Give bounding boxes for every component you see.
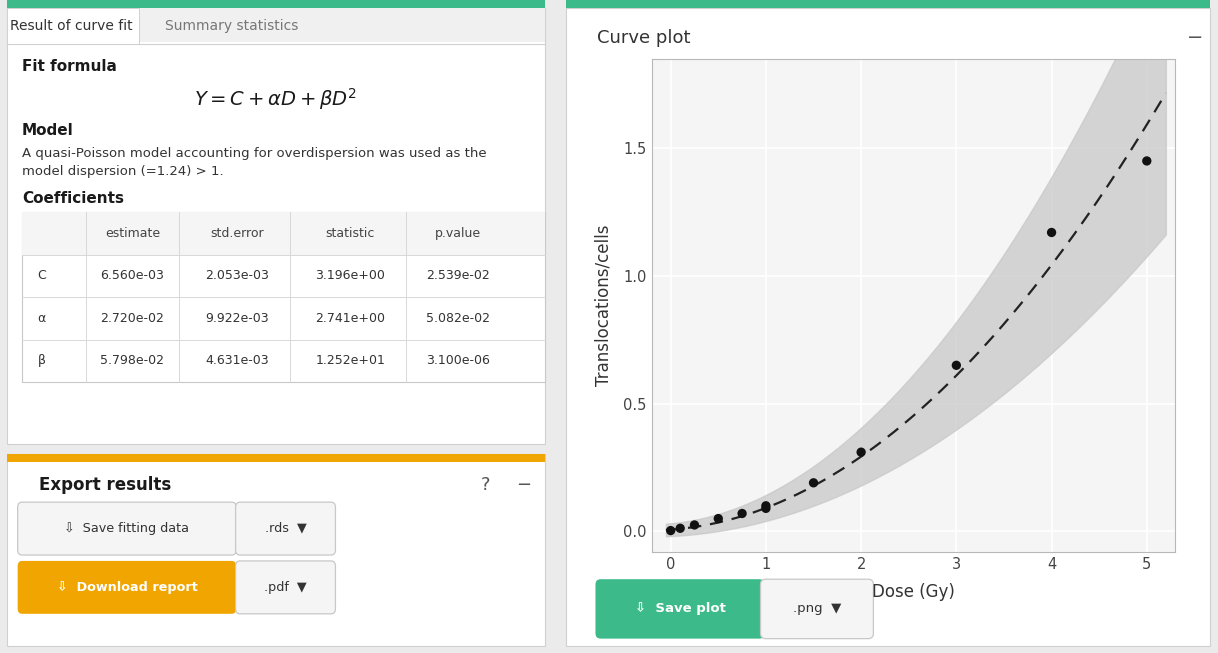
FancyBboxPatch shape <box>17 502 236 555</box>
FancyBboxPatch shape <box>17 561 236 614</box>
FancyBboxPatch shape <box>760 579 873 639</box>
Text: $Y = C + \alpha D + \beta D^2$: $Y = C + \alpha D + \beta D^2$ <box>194 86 358 112</box>
FancyBboxPatch shape <box>6 454 546 646</box>
Text: ⇩  Save plot: ⇩ Save plot <box>635 602 726 615</box>
Text: .pdf  ▼: .pdf ▼ <box>264 581 307 594</box>
Text: C: C <box>37 270 46 282</box>
Text: Curve plot: Curve plot <box>598 29 691 47</box>
Point <box>946 360 966 370</box>
Text: 5.798e-02: 5.798e-02 <box>100 355 164 367</box>
Point <box>804 477 823 488</box>
Point <box>1138 155 1157 166</box>
Text: 5.082e-02: 5.082e-02 <box>426 312 490 325</box>
Point <box>756 501 776 511</box>
Point <box>661 526 681 536</box>
FancyBboxPatch shape <box>6 8 546 42</box>
Text: 3.100e-06: 3.100e-06 <box>426 355 490 367</box>
Text: Summary statistics: Summary statistics <box>166 19 298 33</box>
Text: 2.053e-03: 2.053e-03 <box>206 270 269 282</box>
Text: A quasi-Poisson model accounting for overdispersion was used as the: A quasi-Poisson model accounting for ove… <box>22 147 487 160</box>
Text: −: − <box>1186 28 1203 48</box>
Text: 1.252e+01: 1.252e+01 <box>315 355 385 367</box>
FancyBboxPatch shape <box>6 8 139 44</box>
Text: 3.196e+00: 3.196e+00 <box>315 270 385 282</box>
FancyBboxPatch shape <box>6 8 546 444</box>
Text: p.value: p.value <box>435 227 481 240</box>
FancyBboxPatch shape <box>566 0 1209 8</box>
FancyBboxPatch shape <box>6 454 546 462</box>
Point <box>685 520 704 530</box>
Text: Coefficients: Coefficients <box>22 191 124 206</box>
Text: 6.560e-03: 6.560e-03 <box>100 270 164 282</box>
Text: 9.922e-03: 9.922e-03 <box>206 312 269 325</box>
FancyBboxPatch shape <box>235 502 335 555</box>
Text: 4.631e-03: 4.631e-03 <box>206 355 269 367</box>
FancyBboxPatch shape <box>596 579 765 639</box>
FancyBboxPatch shape <box>6 0 546 8</box>
Point <box>756 503 776 513</box>
Text: .rds  ▼: .rds ▼ <box>266 522 307 535</box>
Point <box>670 523 689 534</box>
Text: ?: ? <box>481 476 491 494</box>
Point <box>732 508 752 518</box>
X-axis label: Dose (Gy): Dose (Gy) <box>872 582 955 601</box>
Text: Export results: Export results <box>39 476 171 494</box>
Text: model dispersion (=1.24) > 1.: model dispersion (=1.24) > 1. <box>22 165 224 178</box>
Text: .png  ▼: .png ▼ <box>793 602 842 615</box>
FancyBboxPatch shape <box>22 212 546 255</box>
Text: Result of curve fit: Result of curve fit <box>11 19 133 33</box>
Text: Model: Model <box>22 123 74 138</box>
Text: std.error: std.error <box>211 227 264 240</box>
FancyBboxPatch shape <box>22 212 546 382</box>
FancyBboxPatch shape <box>235 561 335 614</box>
Text: Fit formula: Fit formula <box>22 59 117 74</box>
Point <box>709 513 728 524</box>
Text: 2.741e+00: 2.741e+00 <box>315 312 385 325</box>
Text: statistic: statistic <box>325 227 375 240</box>
Point <box>851 447 871 457</box>
Text: α: α <box>38 312 45 325</box>
FancyBboxPatch shape <box>566 8 1209 646</box>
Text: 2.720e-02: 2.720e-02 <box>100 312 164 325</box>
Text: ⇩  Download report: ⇩ Download report <box>56 581 197 594</box>
Text: 2.539e-02: 2.539e-02 <box>426 270 490 282</box>
Text: β: β <box>38 355 45 367</box>
Point <box>1041 227 1061 238</box>
Text: estimate: estimate <box>105 227 160 240</box>
Text: −: − <box>516 476 532 494</box>
Y-axis label: Translocations/cells: Translocations/cells <box>594 225 613 386</box>
FancyBboxPatch shape <box>7 41 138 44</box>
Text: ⇩  Save fitting data: ⇩ Save fitting data <box>65 522 190 535</box>
